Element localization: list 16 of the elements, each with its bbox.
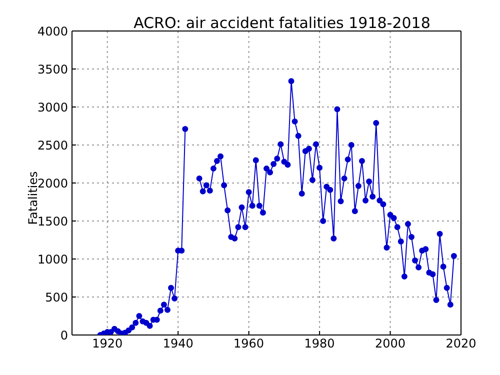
x-tick-label: 1940 [162, 336, 194, 351]
y-tick-label: 3500 [37, 62, 68, 76]
y-tick-label: 500 [45, 290, 68, 304]
y-tick-label: 0 [60, 328, 68, 342]
y-tick-label: 1000 [37, 252, 68, 266]
x-tick-label: 1920 [92, 336, 123, 351]
y-tick-label: 2500 [37, 138, 68, 152]
y-tick-label: 1500 [37, 214, 68, 228]
y-tick-label: 3000 [37, 100, 68, 114]
x-tick-label: 1980 [304, 336, 335, 351]
y-tick-label: 4000 [37, 24, 68, 38]
x-tick-label: 1960 [234, 336, 264, 351]
x-tick-label: 2020 [446, 336, 476, 351]
chart-title: ACRO: air accident fatalities 1918-2018 [132, 14, 432, 32]
x-tick-label: 2000 [375, 336, 406, 351]
y-tick-label: 2000 [37, 176, 68, 190]
